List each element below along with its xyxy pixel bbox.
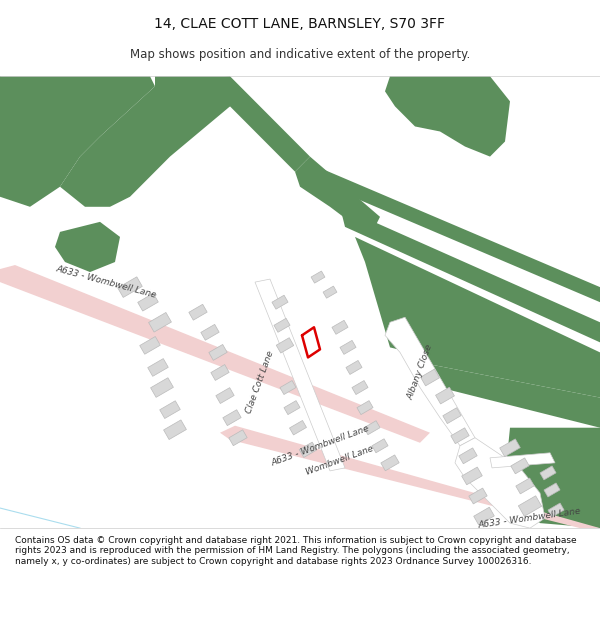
Bar <box>138 293 158 311</box>
Bar <box>548 503 564 517</box>
Text: A633 - Wombwell Lane: A633 - Wombwell Lane <box>270 424 370 468</box>
Bar <box>160 401 180 419</box>
Bar <box>332 320 348 334</box>
Bar <box>451 428 469 444</box>
Bar <box>223 410 241 426</box>
Polygon shape <box>385 76 510 157</box>
Bar <box>443 408 461 424</box>
Polygon shape <box>420 362 600 428</box>
Bar <box>284 401 300 414</box>
Bar <box>280 381 296 394</box>
Text: Wombwell Lane: Wombwell Lane <box>305 444 375 478</box>
Polygon shape <box>355 237 600 398</box>
Bar <box>364 421 380 435</box>
Bar <box>323 286 337 298</box>
Bar <box>118 277 142 298</box>
Bar <box>421 369 439 386</box>
Bar <box>274 318 290 332</box>
Bar <box>469 488 487 504</box>
Bar <box>216 388 234 404</box>
Bar <box>500 439 520 457</box>
Bar <box>474 508 494 525</box>
Polygon shape <box>340 207 600 342</box>
Polygon shape <box>295 157 380 237</box>
Bar <box>229 430 247 446</box>
Text: Clae Cott Lane: Clae Cott Lane <box>244 350 275 415</box>
Polygon shape <box>55 222 120 272</box>
Polygon shape <box>155 76 310 172</box>
Polygon shape <box>455 438 545 528</box>
Polygon shape <box>505 428 600 528</box>
Text: 14, CLAE COTT LANE, BARNSLEY, S70 3FF: 14, CLAE COTT LANE, BARNSLEY, S70 3FF <box>155 18 445 31</box>
Bar <box>189 304 207 320</box>
Bar <box>511 458 529 474</box>
Bar <box>211 364 229 381</box>
Text: Albany Close: Albany Close <box>406 344 434 401</box>
Bar <box>540 466 556 480</box>
Bar <box>372 439 388 452</box>
Text: Map shows position and indicative extent of the property.: Map shows position and indicative extent… <box>130 48 470 61</box>
Bar <box>299 442 317 458</box>
Bar <box>311 271 325 283</box>
Bar <box>164 420 187 439</box>
Bar <box>276 338 294 353</box>
Bar <box>357 401 373 414</box>
Bar <box>346 361 362 374</box>
Bar <box>149 312 172 332</box>
Bar <box>201 324 219 340</box>
Text: Contains OS data © Crown copyright and database right 2021. This information is : Contains OS data © Crown copyright and d… <box>15 536 577 566</box>
Polygon shape <box>385 318 475 446</box>
Polygon shape <box>60 76 230 207</box>
Bar <box>459 448 477 464</box>
Bar <box>436 388 454 404</box>
Polygon shape <box>490 452 555 468</box>
Polygon shape <box>0 265 430 442</box>
Polygon shape <box>255 279 345 471</box>
Bar <box>518 496 542 516</box>
Bar <box>516 478 534 494</box>
Bar <box>148 359 168 376</box>
Bar <box>352 381 368 394</box>
Bar <box>140 336 160 354</box>
Bar <box>381 455 399 471</box>
Text: A633 - Wombwell Lane: A633 - Wombwell Lane <box>478 506 582 530</box>
Bar <box>209 344 227 361</box>
Text: A633 - Wombwell Lane: A633 - Wombwell Lane <box>55 264 158 300</box>
Polygon shape <box>220 426 600 528</box>
Bar <box>272 295 288 309</box>
Bar <box>151 378 173 398</box>
Bar <box>340 341 356 354</box>
Bar <box>462 467 482 485</box>
Bar <box>544 483 560 497</box>
Bar <box>290 421 307 435</box>
Polygon shape <box>305 162 600 302</box>
Polygon shape <box>0 76 155 207</box>
